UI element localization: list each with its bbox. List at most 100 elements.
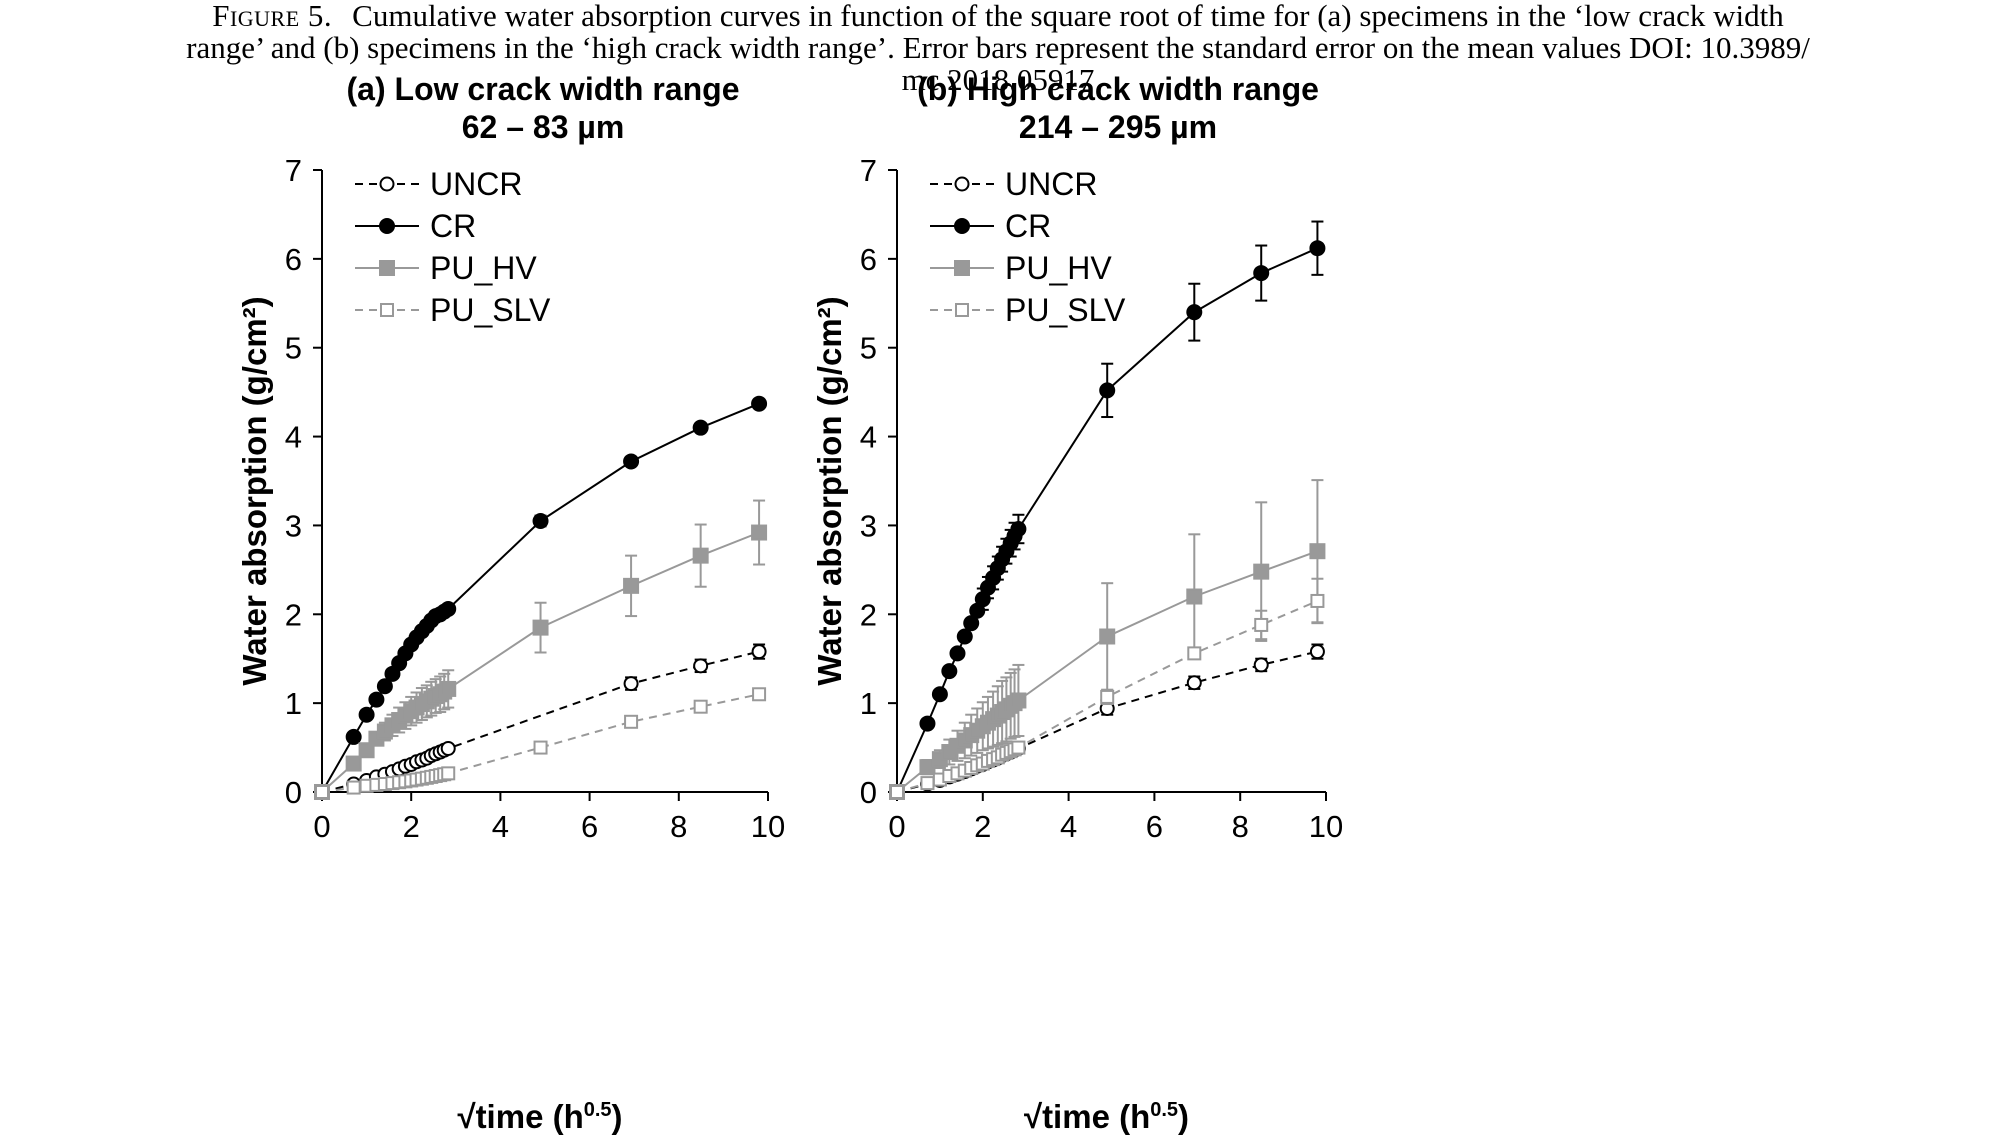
- legend-item-cr: CR: [355, 208, 476, 244]
- legend-marker: [955, 303, 969, 317]
- data-point: [1010, 520, 1027, 537]
- data-point: [692, 547, 709, 564]
- y-tick-label: 6: [285, 242, 302, 277]
- y-tick-label: 3: [285, 508, 302, 543]
- legend-item-pu-hv: PU_HV: [930, 250, 1112, 286]
- chart-subtitle: 62 – 83 µm: [462, 109, 625, 145]
- legend-label: PU_HV: [1005, 250, 1112, 286]
- caption-line-1: Figure 5. Cumulative water absorption cur…: [0, 0, 1996, 32]
- data-point: [692, 419, 709, 436]
- data-point: [1310, 593, 1325, 608]
- caption-text-1: Cumulative water absorption curves in fu…: [352, 0, 1784, 33]
- series-pu-hv: [314, 499, 768, 800]
- legend-marker: [954, 176, 970, 192]
- legend-item-cr: CR: [930, 208, 1051, 244]
- series-cr: [314, 395, 768, 800]
- legend-item-pu-slv: PU_SLV: [930, 292, 1126, 328]
- data-point: [1186, 588, 1203, 605]
- data-point: [1099, 382, 1116, 399]
- chart-title: (b) High crack width range: [917, 71, 1319, 107]
- data-point: [956, 628, 973, 645]
- x-tick-label: 6: [1146, 809, 1163, 844]
- series-uncr: [314, 643, 767, 800]
- legend-marker: [380, 303, 394, 317]
- data-point: [919, 715, 936, 732]
- x-tick-label: 2: [974, 809, 991, 844]
- y-tick-label: 5: [860, 331, 877, 366]
- data-point: [532, 619, 549, 636]
- figure-label: Figure 5.: [212, 0, 333, 33]
- data-point: [1309, 240, 1326, 257]
- data-point: [751, 524, 768, 541]
- legend-item-uncr: UNCR: [930, 166, 1097, 202]
- x-axis-label: √time (h0.5): [457, 1098, 622, 1135]
- data-point: [1187, 646, 1202, 661]
- data-point: [1309, 644, 1325, 660]
- data-point: [1099, 628, 1116, 645]
- data-point: [623, 676, 639, 692]
- data-point: [368, 691, 385, 708]
- data-point: [1011, 740, 1026, 755]
- data-point: [315, 785, 329, 799]
- data-point: [1309, 543, 1326, 560]
- data-point: [693, 658, 709, 674]
- data-point: [441, 766, 456, 781]
- x-tick-label: 8: [1232, 809, 1249, 844]
- data-point: [693, 699, 708, 714]
- legend-label: UNCR: [430, 166, 522, 202]
- data-point: [1253, 265, 1270, 282]
- data-point: [376, 678, 393, 695]
- figure-caption: Figure 5. Cumulative water absorption cur…: [0, 0, 1996, 96]
- caption-line-3: mc.2018.05917: [901, 62, 1095, 97]
- data-point: [1010, 692, 1027, 709]
- data-point: [1186, 304, 1203, 321]
- x-axis-label-superscript: 0.5: [584, 1099, 612, 1121]
- x-axis-label-superscript: 0.5: [1150, 1099, 1178, 1121]
- legend-item-pu-hv: PU_HV: [355, 250, 537, 286]
- legend-label: PU_SLV: [430, 292, 551, 328]
- legend-marker: [954, 218, 970, 234]
- x-tick-label: 6: [581, 809, 598, 844]
- x-axis-label-end: ): [612, 1098, 623, 1135]
- y-axis-label: Water absorption (g/cm²): [236, 296, 273, 685]
- chart-title: (a) Low crack width range: [347, 71, 740, 107]
- data-point: [920, 776, 935, 791]
- y-tick-label: 3: [860, 508, 877, 543]
- y-tick-label: 0: [860, 775, 877, 810]
- legend-label: CR: [1005, 208, 1051, 244]
- y-tick-label: 2: [285, 597, 302, 632]
- data-point: [623, 453, 640, 470]
- series-pu-slv: [890, 577, 1325, 799]
- y-tick-label: 6: [860, 242, 877, 277]
- x-axis-label-text: √time (h: [457, 1098, 583, 1135]
- series-pu-hv: [889, 479, 1326, 800]
- data-point: [440, 680, 457, 697]
- data-point: [1254, 617, 1269, 632]
- x-tick-label: 0: [313, 809, 330, 844]
- y-tick-label: 1: [860, 686, 877, 721]
- data-point: [751, 644, 767, 660]
- data-point: [1253, 657, 1269, 673]
- data-point: [752, 687, 767, 702]
- y-tick-label: 0: [285, 775, 302, 810]
- data-point: [1253, 563, 1270, 580]
- data-point: [345, 728, 362, 745]
- x-tick-label: 8: [670, 809, 687, 844]
- x-tick-label: 4: [1060, 809, 1077, 844]
- data-point: [624, 714, 639, 729]
- legend-label: PU_HV: [430, 250, 537, 286]
- x-axis-label: √time (h0.5): [1024, 1098, 1189, 1135]
- series-pu-slv: [315, 687, 767, 799]
- x-tick-label: 10: [751, 809, 785, 844]
- data-point: [532, 512, 549, 529]
- data-point: [623, 577, 640, 594]
- legend-marker: [379, 260, 395, 276]
- data-point: [345, 755, 362, 772]
- y-tick-label: 5: [285, 331, 302, 366]
- legend-label: CR: [430, 208, 476, 244]
- legend-marker: [379, 218, 395, 234]
- legend-item-pu-slv: PU_SLV: [355, 292, 551, 328]
